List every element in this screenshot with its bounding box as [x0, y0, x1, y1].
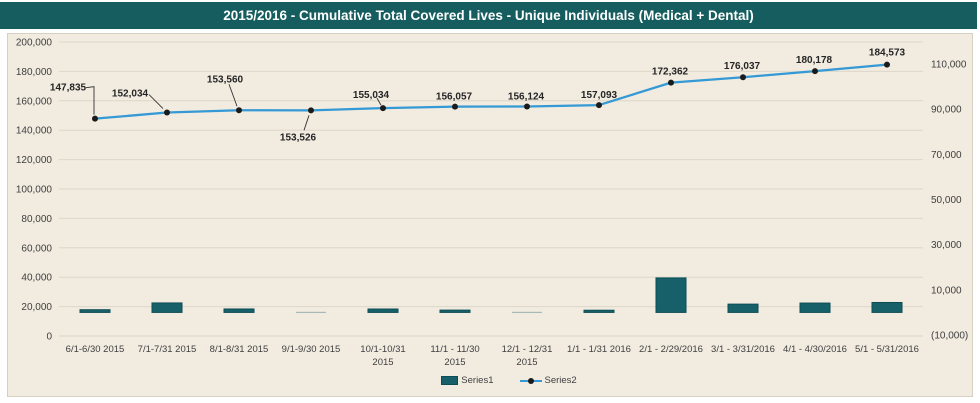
data-label-leader-line [148, 94, 164, 109]
data-label-leader-line [85, 86, 95, 115]
x-axis-category-label: 1/1 - 1/31 2016 [567, 344, 631, 355]
left-axis-tick-label: 180,000 [16, 67, 53, 78]
x-axis-category-label: 9/1-9/30 2015 [282, 344, 341, 355]
data-label: 153,526 [280, 132, 317, 143]
bar-series-swatch-icon [441, 376, 459, 385]
data-point[interactable] [668, 79, 674, 86]
data-label: 157,093 [581, 90, 618, 101]
data-point[interactable] [884, 61, 890, 68]
left-axis-tick-label: 80,000 [21, 214, 52, 225]
data-point[interactable] [164, 109, 170, 116]
data-point[interactable] [596, 102, 602, 109]
data-label: 156,124 [508, 91, 545, 102]
x-axis-category-label: 7/1-7/31 2015 [138, 344, 197, 355]
chart-title-bar: 2015/2016 - Cumulative Total Covered Liv… [0, 2, 977, 29]
bar[interactable] [512, 311, 542, 314]
bar[interactable] [583, 309, 615, 313]
x-axis-category-label: 8/1-8/31 2015 [210, 344, 269, 355]
legend-item-series1[interactable]: Series1 [441, 375, 494, 386]
right-axis-tick-label: 10,000 [931, 285, 962, 296]
bar[interactable] [79, 309, 111, 313]
bar[interactable] [871, 301, 903, 313]
right-axis-tick-label: 70,000 [931, 150, 962, 161]
data-label: 180,178 [796, 55, 833, 66]
bar[interactable] [296, 311, 326, 314]
data-point[interactable] [380, 105, 386, 112]
data-point[interactable] [92, 115, 98, 122]
data-label-leader-line [303, 115, 310, 131]
left-axis-tick-label: 60,000 [21, 243, 52, 254]
x-axis-category-label: 11/1 - 11/30 [430, 344, 479, 355]
x-axis-category-label: 2015 [372, 357, 393, 368]
left-axis-tick-label: 100,000 [16, 185, 53, 196]
bar[interactable] [223, 308, 255, 313]
bar[interactable] [439, 309, 471, 313]
line-series-swatch-icon [519, 376, 542, 385]
legend-item-series2[interactable]: Series2 [519, 375, 577, 386]
x-axis-category-label: 3/1 - 3/31/2016 [711, 344, 775, 355]
left-axis-tick-label: 0 [46, 332, 52, 343]
bar[interactable] [655, 277, 687, 313]
right-axis-tick-label: (10,000) [931, 331, 968, 342]
data-label: 152,034 [112, 89, 149, 100]
x-axis-category-label: 10/1-10/31 [360, 344, 405, 355]
data-point[interactable] [524, 103, 530, 110]
x-axis-category-label: 2/1 - 2/29/2016 [639, 344, 703, 355]
bar[interactable] [799, 302, 831, 313]
right-axis-tick-label: 50,000 [931, 195, 962, 206]
x-axis-category-label: 2015 [516, 357, 537, 368]
line-series[interactable] [93, 63, 889, 120]
data-label: 184,573 [869, 48, 906, 59]
data-point[interactable] [740, 74, 746, 81]
data-point[interactable] [236, 107, 242, 114]
chart-title: 2015/2016 - Cumulative Total Covered Liv… [223, 8, 754, 23]
x-axis-category-label: 2015 [444, 357, 465, 368]
data-label: 155,034 [353, 90, 390, 101]
legend-label-series1: Series1 [461, 375, 494, 386]
bar[interactable] [727, 303, 759, 313]
data-point[interactable] [308, 107, 314, 114]
data-label: 172,362 [652, 67, 689, 78]
data-label-leader-line [376, 97, 382, 106]
chart-legend: Series1 Series2 [27, 375, 980, 386]
left-axis-tick-label: 140,000 [16, 126, 53, 137]
right-axis-tick-label: 110,000 [931, 60, 967, 71]
left-axis-tick-label: 200,000 [16, 38, 53, 49]
bar[interactable] [151, 302, 183, 313]
right-axis-tick-label: 30,000 [931, 240, 962, 251]
legend-label-series2: Series2 [544, 375, 577, 386]
data-point[interactable] [812, 68, 818, 75]
chart-canvas[interactable]: 0 20,000 40,000 60,000 80,000 100,000 120,000 1… [8, 34, 974, 398]
data-label: 156,057 [436, 92, 473, 103]
data-label-leader-line [228, 84, 238, 107]
left-axis-tick-label: 20,000 [21, 302, 52, 313]
x-axis-category-label: 6/1-6/30 2015 [66, 344, 125, 355]
right-axis-tick-label: 90,000 [931, 105, 962, 116]
x-axis-category-label: 5/1 - 5/31/2016 [855, 344, 919, 355]
bar[interactable] [367, 308, 399, 313]
chart-area[interactable]: 0 20,000 40,000 60,000 80,000 100,000 120,000 1… [7, 33, 973, 397]
x-axis-category-label: 4/1 - 4/30/2016 [783, 344, 847, 355]
data-point[interactable] [452, 103, 458, 110]
left-axis-tick-label: 40,000 [21, 273, 52, 284]
left-axis-tick-label: 120,000 [16, 155, 53, 166]
data-label: 153,560 [207, 74, 244, 85]
data-label: 147,835 [50, 83, 87, 94]
data-label: 176,037 [724, 61, 761, 72]
x-axis-category-label: 12/1 - 12/31 [502, 344, 553, 355]
left-axis-tick-label: 160,000 [16, 96, 53, 107]
